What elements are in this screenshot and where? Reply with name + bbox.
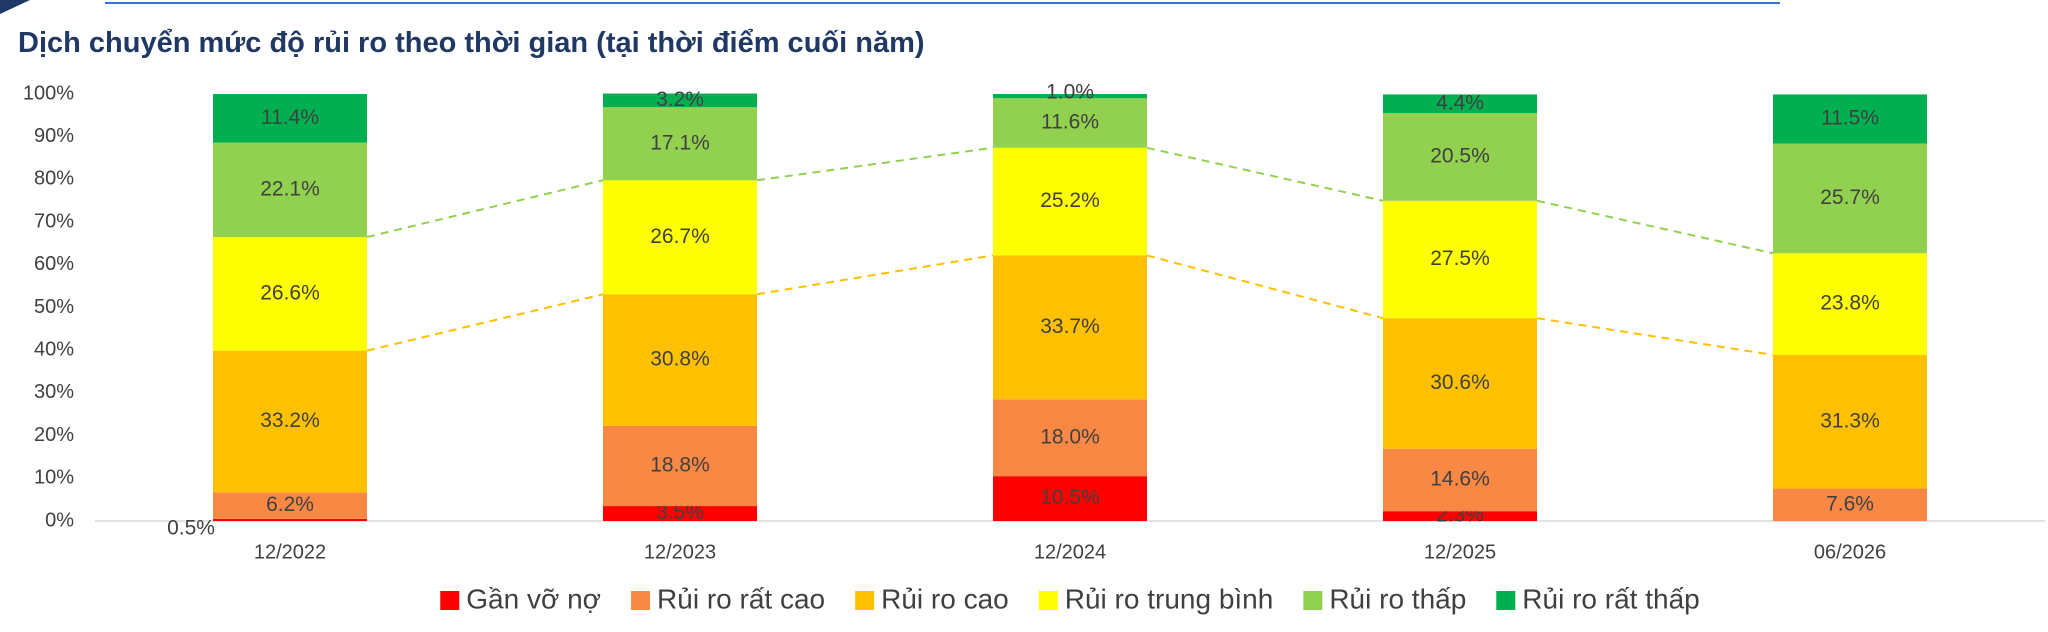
bar-segment [603, 93, 757, 108]
legend-label: Rủi ro trung bình [1065, 583, 1274, 614]
bar-segment [213, 518, 367, 521]
y-tick-label: 10% [34, 467, 74, 489]
series-connector [1536, 317, 1774, 356]
value-label: 25.2% [1040, 189, 1100, 212]
legend-swatch [855, 591, 875, 610]
y-tick-label: 60% [34, 253, 74, 275]
legend-label: Rủi ro rất thấp [1522, 583, 1699, 614]
y-tick-label: 20% [34, 424, 74, 446]
bar-segment [603, 506, 757, 521]
bar-segment [213, 142, 367, 238]
value-label: 26.7% [650, 225, 710, 248]
chart-title: Dịch chuyển mức độ rủi ro theo thời gian… [18, 27, 925, 59]
bar-segment [993, 399, 1147, 477]
bar-segment [1773, 143, 1927, 254]
x-tick-label: 12/2022 [254, 541, 326, 563]
bar-segment [603, 294, 757, 426]
series-connector [756, 146, 994, 182]
series-connector [1146, 254, 1384, 320]
series-connector [1536, 199, 1774, 255]
value-label: 3.2% [656, 88, 704, 111]
bar-segment [993, 94, 1147, 99]
bar-segment [1383, 94, 1537, 114]
bar-segment [1383, 318, 1537, 449]
legend-swatch [1496, 591, 1516, 610]
value-label: 3.5% [656, 501, 704, 524]
legend-swatch [1303, 591, 1323, 610]
bar-segment [213, 492, 367, 519]
value-label: 26.6% [260, 281, 320, 304]
value-label: 30.8% [650, 348, 710, 371]
value-label: 1.0% [1046, 81, 1094, 104]
series-connector [756, 254, 994, 296]
value-label: 18.0% [1040, 425, 1100, 448]
bar-segment [1383, 113, 1537, 201]
series-connector [366, 179, 604, 239]
value-label: 18.8% [650, 453, 710, 476]
bar-segment [213, 94, 367, 143]
series-connector [1146, 146, 1384, 202]
bar-segment [993, 147, 1147, 256]
legend-swatch [1038, 591, 1058, 610]
value-label: 11.4% [261, 106, 319, 129]
y-tick-label: 100% [23, 82, 74, 104]
value-label: 6.2% [266, 493, 314, 516]
value-label: 22.1% [260, 177, 320, 200]
legend-swatch [631, 591, 651, 610]
value-label: 20.5% [1430, 145, 1490, 168]
legend-label: Gần vỡ nợ [466, 583, 601, 614]
bar-segment [603, 107, 757, 181]
bar-segment [213, 237, 367, 351]
y-tick-label: 30% [34, 381, 74, 403]
bar-segment [993, 476, 1147, 521]
x-tick-label: 12/2024 [1034, 541, 1106, 563]
bar-segment [1773, 253, 1927, 355]
value-label: 14.6% [1430, 468, 1490, 491]
bar-segment [1773, 488, 1927, 521]
y-tick-label: 70% [34, 210, 74, 232]
y-tick-label: 50% [34, 296, 74, 318]
y-tick-label: 0% [45, 509, 74, 531]
bar-segment [993, 255, 1147, 400]
bar-segment [1773, 94, 1927, 144]
legend-swatch [440, 591, 460, 610]
bar-segment [1383, 200, 1537, 319]
bar-segment [1773, 354, 1927, 489]
value-label: 27.5% [1430, 247, 1490, 270]
y-tick-label: 90% [34, 125, 74, 147]
value-label: 25.7% [1820, 186, 1880, 209]
legend-label: Rủi ro thấp [1329, 583, 1466, 614]
value-label: 30.6% [1430, 371, 1490, 394]
bar-segment [213, 350, 367, 493]
y-tick-label: 80% [34, 168, 74, 190]
y-tick-label: 40% [34, 338, 74, 360]
corner-decoration [0, 0, 30, 14]
value-label: 11.5% [1821, 107, 1879, 130]
value-label: 10.5% [1040, 486, 1100, 509]
bar-segment [993, 98, 1147, 148]
value-label: 0.5% [167, 517, 215, 540]
series-connector [366, 293, 604, 352]
bar-segment [603, 425, 757, 507]
value-label: 23.8% [1820, 292, 1880, 315]
value-label: 11.6% [1041, 111, 1099, 134]
x-tick-label: 12/2025 [1424, 541, 1496, 563]
value-label: 33.2% [260, 409, 320, 432]
bar-segment [1383, 448, 1537, 512]
legend-label: Rủi ro rất cao [657, 583, 825, 614]
bar-segment [603, 180, 757, 295]
x-tick-label: 12/2023 [644, 541, 716, 563]
value-label: 33.7% [1040, 315, 1100, 338]
value-label: 17.1% [650, 131, 710, 154]
legend-label: Rủi ro cao [881, 583, 1009, 614]
value-label: 7.6% [1826, 492, 1874, 515]
bar-segment [1383, 511, 1537, 521]
value-label: 4.4% [1436, 91, 1484, 114]
x-tick-label: 06/2026 [1814, 541, 1886, 563]
value-label: 31.3% [1820, 409, 1880, 432]
